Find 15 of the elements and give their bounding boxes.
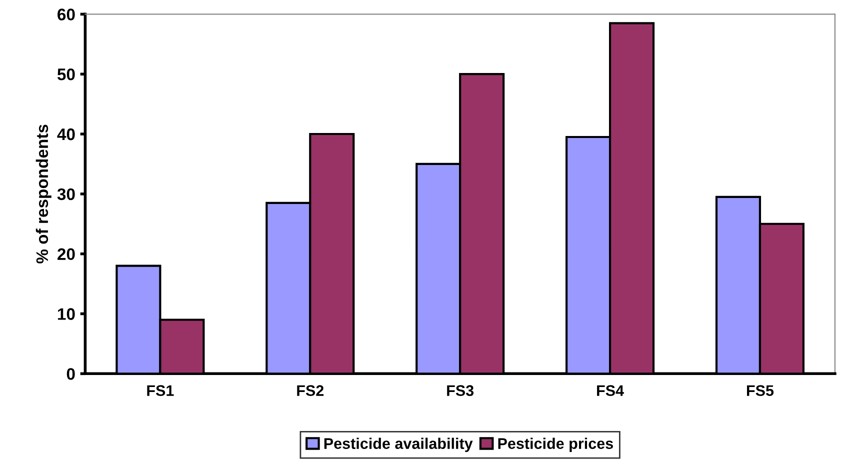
x-tick-label: FS2 bbox=[297, 385, 324, 396]
y-tick-label: 10 bbox=[58, 308, 75, 320]
y-tick-label: 20 bbox=[58, 248, 75, 260]
legend-label: Pesticide availability bbox=[324, 438, 473, 452]
y-tick-label: 60 bbox=[58, 8, 75, 20]
legend-label: Pesticide prices bbox=[498, 438, 613, 452]
y-tick-label: 30 bbox=[57, 188, 75, 200]
x-tick-label: FS3 bbox=[447, 385, 474, 396]
y-axis-title: % of respondents bbox=[36, 124, 52, 264]
y-tick-label: 0 bbox=[66, 368, 75, 380]
y-tick-label: 40 bbox=[57, 128, 75, 140]
x-tick-label: FS1 bbox=[147, 385, 174, 396]
x-tick-label: FS4 bbox=[597, 385, 624, 396]
y-tick-label: 50 bbox=[57, 68, 75, 80]
x-tick-label: FS5 bbox=[746, 385, 774, 396]
